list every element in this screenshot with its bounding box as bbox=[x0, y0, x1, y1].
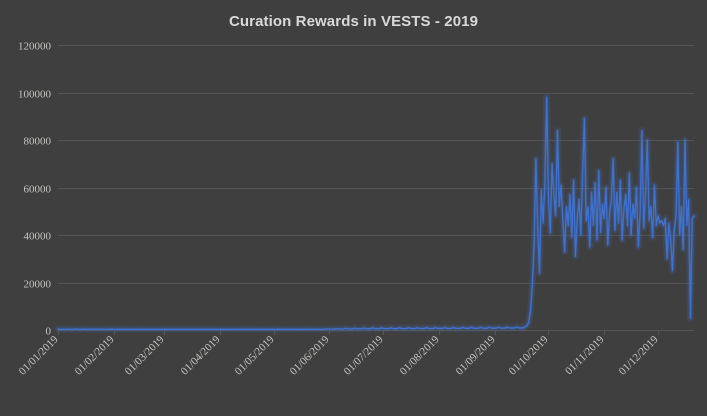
y-axis-tick-label: 100000 bbox=[18, 89, 52, 101]
x-axis-tick-label: 01/08/2019 bbox=[398, 333, 442, 377]
x-axis-tick-label: 01/03/2019 bbox=[123, 333, 167, 377]
y-axis-tick-label: 120000 bbox=[18, 41, 52, 53]
gridlines bbox=[58, 45, 694, 331]
x-axis-tick-label: 01/11/2019 bbox=[563, 333, 607, 377]
x-axis-tick-label: 01/06/2019 bbox=[288, 333, 332, 377]
series-line bbox=[57, 96, 695, 331]
y-axis-tick-label: 80000 bbox=[24, 136, 52, 148]
y-axis-tick-label: 60000 bbox=[24, 184, 52, 196]
x-axis-tick-label: 01/07/2019 bbox=[342, 333, 386, 377]
x-axis-tick-label: 01/12/2019 bbox=[617, 333, 661, 377]
x-axis-tick-label: 01/05/2019 bbox=[233, 333, 277, 377]
x-axis-tick-label: 01/01/2019 bbox=[17, 333, 61, 377]
x-axis-tick-marks bbox=[58, 330, 659, 335]
chart-title: Curation Rewards in VESTS - 2019 bbox=[228, 13, 479, 30]
x-axis-tick-label: 01/04/2019 bbox=[179, 333, 223, 377]
y-axis-tick-label: 0 bbox=[46, 326, 52, 338]
y-axis-tick-labels: 0 20000 40000 60000 80000 100000 120000 bbox=[18, 41, 52, 338]
x-axis-tick-label: 01/10/2019 bbox=[507, 333, 551, 377]
x-axis-tick-label: 01/09/2019 bbox=[454, 333, 498, 377]
x-axis-tick-labels: 01/01/2019 01/02/2019 01/03/2019 01/04/2019… bbox=[17, 333, 661, 377]
y-axis-tick-label: 40000 bbox=[24, 231, 52, 243]
y-axis-tick-label: 20000 bbox=[24, 279, 52, 291]
data-series bbox=[54, 93, 698, 333]
series-glow-inner bbox=[56, 95, 696, 332]
x-axis-tick-label: 01/02/2019 bbox=[73, 333, 117, 377]
